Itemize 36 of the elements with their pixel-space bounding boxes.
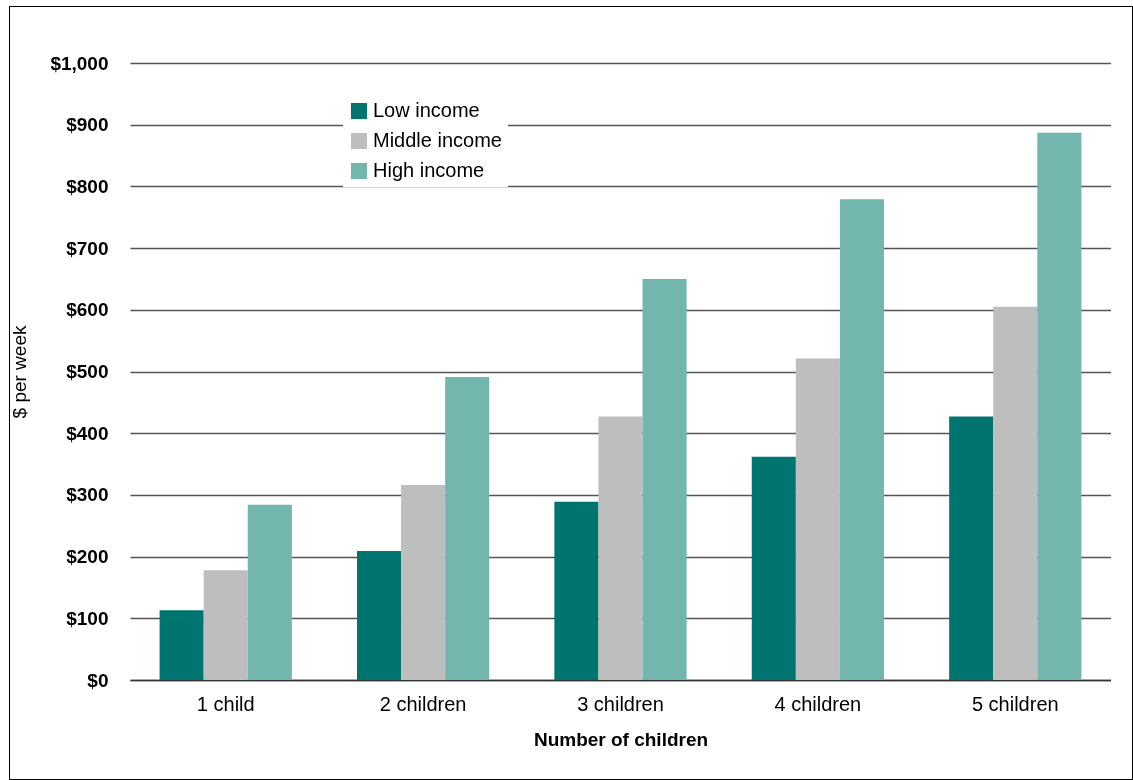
bar <box>949 416 994 680</box>
y-tick-label: $800 <box>66 175 109 197</box>
y-tick-label: $1,000 <box>50 52 109 74</box>
y-tick-label: $600 <box>66 299 109 321</box>
bar <box>642 278 687 680</box>
x-axis-title: Number of children <box>533 728 709 750</box>
bar <box>839 199 885 680</box>
x-tick-label: 2 children <box>379 692 467 715</box>
y-axis-title: $ per week <box>9 325 31 419</box>
x-tick-label: 4 children <box>774 692 862 715</box>
legend-label: High income <box>373 159 485 181</box>
bar <box>203 570 248 680</box>
bar <box>159 610 204 680</box>
y-tick-label: $500 <box>66 361 109 382</box>
x-tick-label: 3 children <box>577 692 664 715</box>
legend-label: Low income <box>373 99 480 121</box>
y-tick-label: $400 <box>66 422 109 444</box>
bar <box>445 377 490 680</box>
bar <box>554 501 599 680</box>
bar <box>356 551 402 680</box>
y-tick-label: $300 <box>66 484 109 506</box>
bar <box>751 456 796 680</box>
bar <box>993 306 1038 680</box>
y-tick-label: $0 <box>87 669 109 691</box>
y-tick-label: $200 <box>66 546 109 568</box>
x-tick-label: 1 child <box>196 692 255 715</box>
y-tick-label: $100 <box>66 607 109 629</box>
bar <box>401 485 446 680</box>
bar <box>247 504 292 680</box>
y-tick-label: $700 <box>66 237 109 259</box>
bar <box>1037 132 1082 680</box>
x-tick-label: 5 children <box>971 692 1059 715</box>
y-tick-label: $900 <box>66 114 109 136</box>
bar <box>598 416 643 680</box>
legend-label: Middle income <box>373 129 502 151</box>
bar <box>795 358 840 680</box>
